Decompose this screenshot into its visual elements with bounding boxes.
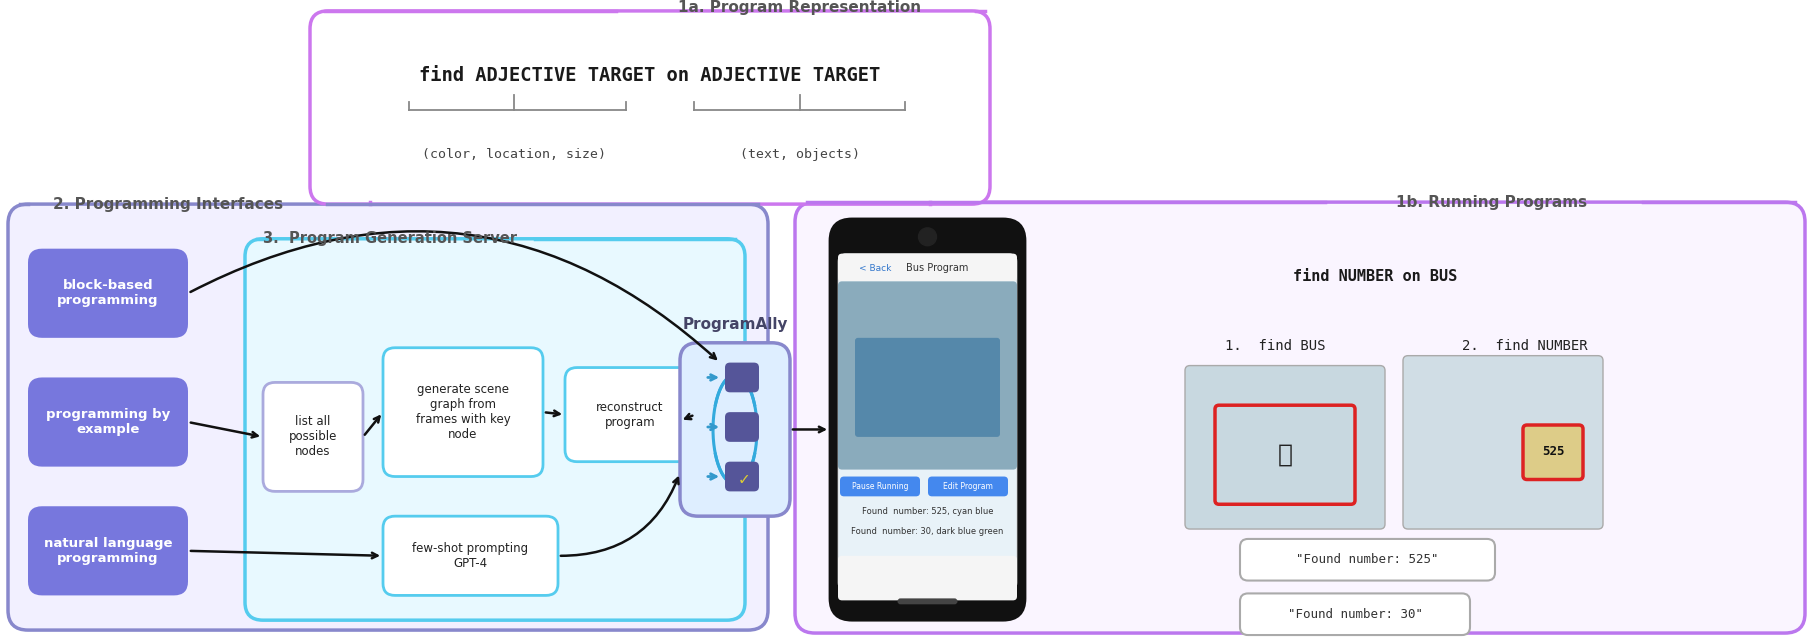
FancyBboxPatch shape (245, 239, 745, 620)
FancyBboxPatch shape (27, 249, 188, 338)
Text: ✓: ✓ (737, 472, 750, 487)
Text: 525: 525 (1542, 445, 1564, 458)
Text: 1b. Running Programs: 1b. Running Programs (1397, 195, 1587, 210)
FancyBboxPatch shape (855, 338, 1000, 437)
FancyBboxPatch shape (565, 367, 696, 461)
FancyBboxPatch shape (837, 254, 1017, 281)
FancyBboxPatch shape (830, 219, 1026, 620)
Text: Pause Running: Pause Running (852, 482, 908, 491)
Text: Bus Program: Bus Program (906, 263, 969, 273)
Text: find ADJECTIVE TARGET on ADJECTIVE TARGET: find ADJECTIVE TARGET on ADJECTIVE TARGE… (419, 66, 881, 85)
Text: 🚌: 🚌 (1277, 443, 1292, 466)
Text: reconstruct
program: reconstruct program (596, 401, 663, 429)
Text: (color, location, size): (color, location, size) (422, 148, 605, 161)
Text: 2.  find NUMBER: 2. find NUMBER (1462, 339, 1587, 353)
FancyBboxPatch shape (27, 378, 188, 466)
FancyBboxPatch shape (897, 598, 957, 604)
Text: list all
possible
nodes: list all possible nodes (288, 415, 337, 458)
Text: < Back: < Back (859, 264, 892, 273)
Text: Edit Program: Edit Program (942, 482, 993, 491)
FancyBboxPatch shape (310, 11, 989, 204)
FancyBboxPatch shape (263, 382, 362, 491)
FancyBboxPatch shape (1239, 539, 1495, 581)
Text: find NUMBER on BUS: find NUMBER on BUS (1294, 269, 1457, 284)
Text: few-shot prompting
GPT-4: few-shot prompting GPT-4 (413, 542, 529, 570)
FancyBboxPatch shape (725, 362, 759, 392)
Text: generate scene
graph from
frames with key
node: generate scene graph from frames with ke… (415, 383, 511, 441)
FancyBboxPatch shape (837, 254, 1017, 590)
FancyBboxPatch shape (725, 461, 759, 491)
FancyBboxPatch shape (680, 343, 790, 516)
Text: programming by
example: programming by example (45, 408, 170, 436)
FancyBboxPatch shape (1402, 356, 1604, 529)
FancyBboxPatch shape (382, 348, 544, 477)
FancyBboxPatch shape (382, 516, 558, 596)
Text: "Found number: 30": "Found number: 30" (1288, 608, 1422, 620)
Text: 1a. Program Representation: 1a. Program Representation (678, 1, 920, 15)
Circle shape (919, 228, 937, 246)
Text: (text, objects): (text, objects) (739, 148, 859, 161)
FancyBboxPatch shape (841, 477, 920, 497)
Text: 1.  find BUS: 1. find BUS (1225, 339, 1325, 353)
Text: "Found number: 525": "Found number: 525" (1296, 553, 1439, 566)
Text: Found  number: 30, dark blue green: Found number: 30, dark blue green (852, 527, 1004, 535)
Text: Found  number: 525, cyan blue: Found number: 525, cyan blue (863, 507, 993, 516)
FancyBboxPatch shape (795, 202, 1805, 633)
Text: block-based
programming: block-based programming (58, 279, 159, 307)
FancyBboxPatch shape (725, 412, 759, 442)
Text: natural language
programming: natural language programming (43, 537, 172, 565)
FancyBboxPatch shape (1239, 594, 1470, 635)
Text: 3.  Program Generation Server: 3. Program Generation Server (263, 231, 516, 246)
FancyBboxPatch shape (837, 281, 1017, 470)
Text: 2. Programming Interfaces: 2. Programming Interfaces (53, 197, 283, 212)
FancyBboxPatch shape (928, 477, 1007, 497)
Text: ProgramAlly: ProgramAlly (683, 318, 788, 332)
FancyBboxPatch shape (27, 506, 188, 596)
FancyBboxPatch shape (1524, 425, 1584, 479)
FancyBboxPatch shape (837, 556, 1017, 601)
FancyBboxPatch shape (7, 204, 768, 630)
FancyBboxPatch shape (1185, 366, 1384, 529)
